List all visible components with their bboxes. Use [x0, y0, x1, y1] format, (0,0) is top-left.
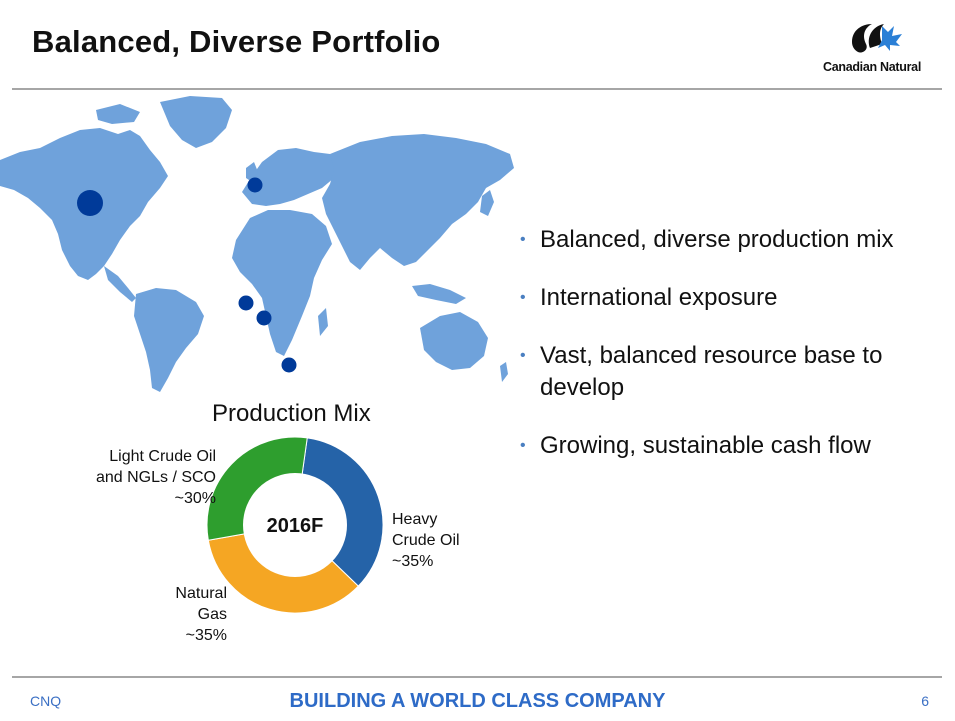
- asia-shape: [322, 134, 514, 270]
- australia-shape: [420, 312, 488, 370]
- location-markers: [77, 177, 297, 373]
- bullet-text: Growing, sustainable cash flow: [540, 432, 871, 459]
- bullet-text: Vast, balanced resource base to develop: [540, 342, 883, 401]
- footer-ticker: CNQ: [30, 693, 62, 709]
- bullet-dot-icon: •: [520, 347, 526, 364]
- europe-shape: [242, 148, 340, 206]
- label-line: ~35%: [392, 553, 434, 570]
- uk-shape: [246, 162, 258, 182]
- title-divider: [12, 88, 942, 90]
- footer-tagline: BUILDING A WORLD CLASS COMPANY: [289, 690, 666, 712]
- japan-shape: [480, 190, 494, 216]
- continents: [0, 96, 514, 392]
- label-line: and NGLs / SCO: [95, 469, 216, 486]
- bullet-text: Balanced, diverse production mix: [540, 226, 894, 253]
- bullet-list: • Balanced, diverse production mix • Inter…: [520, 224, 950, 488]
- donut-center-label: 2016F: [267, 515, 324, 537]
- slice-label-heavy-crude: Heavy Crude Oil ~35%: [392, 509, 492, 572]
- marker-western-canada: [77, 190, 103, 216]
- bullet-item: • Balanced, diverse production mix: [520, 224, 950, 256]
- donut-hole: [243, 473, 347, 577]
- slice-label-natural-gas: Natural Gas ~35%: [120, 583, 227, 646]
- indonesia-shape: [412, 284, 466, 304]
- marker-north-sea: [247, 177, 263, 193]
- new-zealand-shape: [500, 362, 508, 382]
- label-line: Heavy: [392, 511, 438, 528]
- slide-title: Balanced, Diverse Portfolio: [32, 24, 441, 59]
- arctic-islands-shape: [96, 104, 140, 124]
- bullet-item: • International exposure: [520, 282, 950, 314]
- madagascar-shape: [318, 308, 328, 336]
- label-line: ~30%: [174, 490, 216, 507]
- page-number: 6: [921, 693, 929, 709]
- marker-cote-divoire: [238, 295, 254, 311]
- marker-gabon: [256, 310, 272, 326]
- label-line: Light Crude Oil: [109, 448, 216, 465]
- bullet-dot-icon: •: [520, 231, 526, 248]
- bullet-item: • Vast, balanced resource base to develop: [520, 340, 920, 404]
- logo-text: Canadian Natural: [822, 60, 921, 74]
- south-america-shape: [134, 288, 204, 392]
- bullet-item: • Growing, sustainable cash flow: [520, 430, 950, 462]
- label-line: Gas: [197, 606, 227, 623]
- central-america-shape: [104, 266, 136, 302]
- world-map: [0, 96, 514, 392]
- footer-divider: [12, 676, 942, 678]
- logo-mark-icon: [852, 24, 902, 53]
- africa-shape: [232, 210, 332, 356]
- company-logo: Canadian Natural: [812, 18, 932, 76]
- slice-label-light-crude: Light Crude Oil and NGLs / SCO ~30%: [60, 446, 216, 509]
- production-mix-donut: 2016F: [206, 436, 384, 614]
- marker-south-africa: [281, 357, 297, 373]
- label-line: Natural: [175, 585, 227, 602]
- label-line: Crude Oil: [392, 532, 460, 549]
- label-line: ~35%: [185, 627, 227, 644]
- bullet-dot-icon: •: [520, 437, 526, 454]
- bullet-dot-icon: •: [520, 289, 526, 306]
- greenland-shape: [160, 96, 232, 148]
- chart-title: Production Mix: [212, 400, 371, 427]
- bullet-text: International exposure: [540, 284, 778, 311]
